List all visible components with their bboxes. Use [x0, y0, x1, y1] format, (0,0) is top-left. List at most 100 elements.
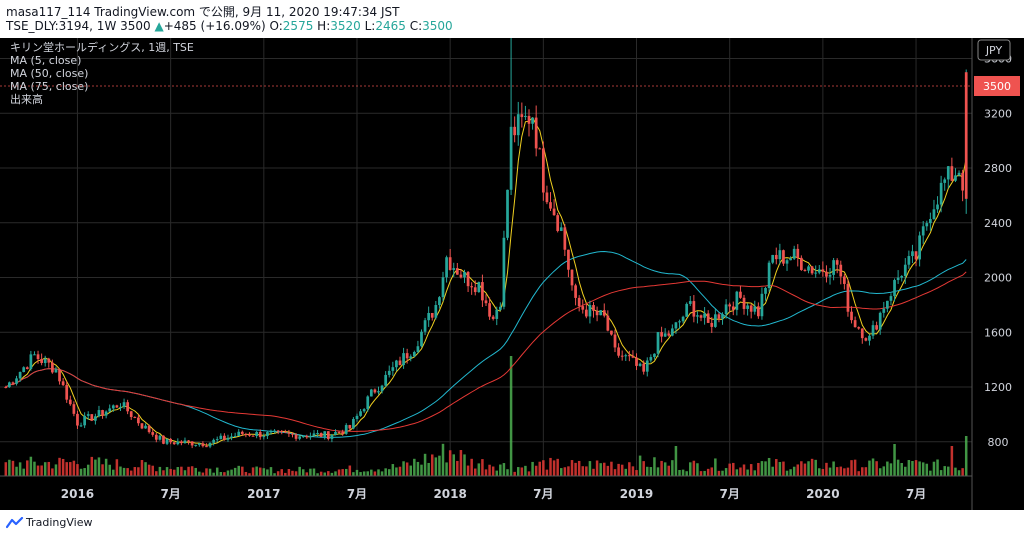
- volume-bar: [330, 472, 334, 476]
- volume-bar: [79, 468, 83, 476]
- volume-bar: [746, 469, 749, 476]
- legend-ma75[interactable]: MA (75, close): [10, 80, 88, 93]
- price-chart[interactable]: 8001200160020002400280032003600 20167月20…: [0, 38, 1024, 510]
- chart-header: masa117_114 TradingView.com で公開, 9月 11, …: [0, 0, 1024, 38]
- volume-bar: [499, 464, 502, 476]
- candle-body: [728, 304, 732, 307]
- candle-body: [782, 250, 785, 264]
- candle-body: [359, 411, 362, 416]
- candle-body: [398, 360, 402, 366]
- volume-bar: [775, 459, 778, 476]
- candle-body: [685, 303, 689, 317]
- legend-volume[interactable]: 出来高: [10, 92, 43, 106]
- last-price-badge: [974, 76, 1020, 96]
- candle-body: [764, 288, 767, 294]
- tradingview-brand[interactable]: TradingView: [26, 516, 93, 529]
- candle-body: [445, 257, 448, 278]
- volume-bar: [18, 462, 22, 476]
- volume-bar: [334, 471, 337, 476]
- candle-body: [391, 367, 395, 371]
- candle-body: [76, 413, 79, 426]
- volume-bar: [72, 460, 76, 476]
- volume-bar: [792, 466, 796, 476]
- volume-bar: [212, 472, 215, 476]
- candle-body: [459, 274, 463, 278]
- volume-bar: [456, 460, 459, 476]
- candle-body: [140, 423, 144, 429]
- legend-ma5[interactable]: MA (5, close): [10, 54, 81, 67]
- volume-bar: [405, 462, 409, 476]
- candle-body: [875, 325, 878, 330]
- volume-bar: [699, 471, 703, 476]
- volume-bar: [742, 464, 746, 476]
- volume-bar: [26, 460, 29, 476]
- volume-bar: [789, 469, 792, 476]
- volume-bar: [853, 459, 857, 476]
- candle-body: [369, 389, 373, 397]
- volume-bar: [276, 471, 280, 476]
- volume-bar: [69, 462, 72, 476]
- volume-bar: [592, 468, 595, 476]
- ma-line-75: [5, 271, 967, 432]
- candle-body: [298, 436, 302, 439]
- candle-body: [488, 303, 491, 317]
- candle-body: [520, 114, 524, 118]
- candle-body: [387, 370, 391, 375]
- candle-body: [115, 405, 119, 408]
- candle-body: [438, 297, 441, 306]
- volume-bar: [635, 470, 638, 476]
- candle-body: [886, 300, 889, 309]
- volume-bar: [305, 472, 309, 476]
- candle-body: [276, 430, 280, 432]
- candle-body: [602, 310, 606, 316]
- volume-bar: [387, 469, 391, 476]
- volume-bar: [137, 467, 140, 476]
- volume-bar: [248, 473, 251, 476]
- candle-body: [731, 306, 735, 310]
- candle-body: [294, 434, 298, 439]
- candle-body: [366, 396, 370, 410]
- candle-body: [237, 431, 241, 436]
- volume-bar: [896, 459, 900, 476]
- legend-ma50[interactable]: MA (50, close): [10, 67, 88, 80]
- volume-bar: [280, 469, 283, 476]
- candle-body: [950, 166, 954, 181]
- candle-body: [570, 269, 574, 286]
- volume-bar: [208, 468, 212, 476]
- candle-body: [642, 363, 646, 372]
- currency-button[interactable]: [977, 39, 1011, 61]
- y-axis[interactable]: 8001200160020002400280032003600: [984, 53, 1012, 449]
- last-price-label: 3500: [983, 80, 1011, 93]
- candle-body: [954, 175, 957, 181]
- volume-bar: [409, 465, 412, 476]
- candle-body: [40, 359, 43, 363]
- candle-body: [534, 117, 538, 149]
- candle-body: [441, 277, 445, 298]
- chart-area[interactable]: 8001200160020002400280032003600 20167月20…: [0, 38, 1024, 510]
- volume-bar: [284, 472, 287, 476]
- volume-bar: [538, 461, 542, 476]
- candle-body: [549, 202, 552, 209]
- candle-body: [11, 382, 15, 384]
- volume-bar: [642, 461, 645, 476]
- volume-bar: [291, 470, 294, 476]
- candle-body: [925, 223, 929, 227]
- ma-line-50: [5, 250, 967, 438]
- volume-bar: [595, 460, 599, 476]
- volume-bar: [194, 467, 197, 476]
- volume-bar: [495, 470, 499, 476]
- x-axis[interactable]: 2016 7月 2017 7月 2018 7月 2019 7月 2020 7月: [61, 487, 926, 501]
- high-value: 3520: [330, 19, 361, 33]
- candle-body: [498, 306, 502, 310]
- candle-body: [753, 306, 757, 312]
- candle-body: [864, 338, 868, 341]
- volume-bar: [398, 466, 402, 476]
- volume-bar: [778, 462, 782, 476]
- candle-body: [287, 432, 291, 434]
- volume-bar: [237, 465, 240, 476]
- candle-body: [513, 126, 517, 136]
- candle-body: [319, 433, 323, 437]
- candle-body: [377, 391, 380, 393]
- candle-body: [452, 268, 456, 270]
- candle-body: [653, 353, 656, 358]
